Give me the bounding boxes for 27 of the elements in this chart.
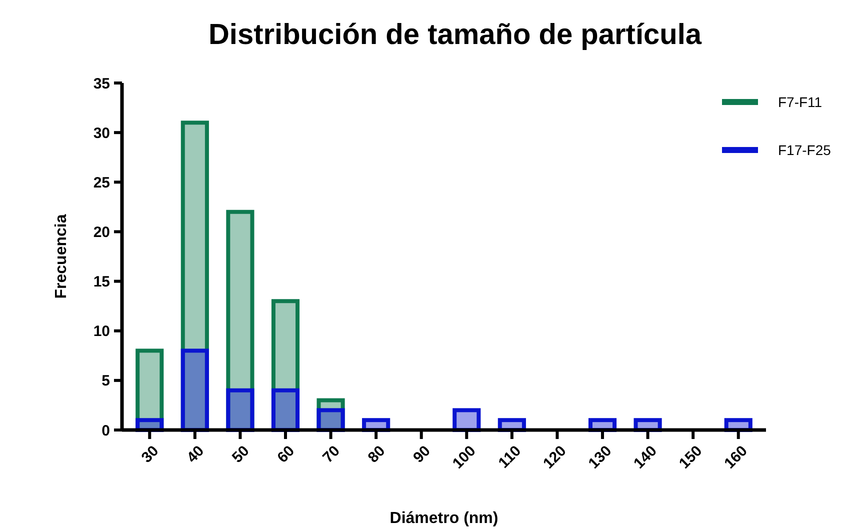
y-tick-label: 5 xyxy=(102,372,110,390)
y-tick-label: 30 xyxy=(93,124,110,142)
y-axis-title: Frecuencia xyxy=(53,214,70,299)
y-tick-label: 10 xyxy=(93,323,110,340)
x-tick-label: 160 xyxy=(721,442,751,472)
x-tick-label: 50 xyxy=(228,442,253,466)
x-tick-label: 100 xyxy=(449,442,480,472)
y-tick-label: 35 xyxy=(93,75,110,92)
y-tick-label: 25 xyxy=(93,174,110,192)
x-tick-label: 120 xyxy=(540,442,570,472)
x-tick-label: 140 xyxy=(630,442,660,472)
x-tick-label: 110 xyxy=(495,442,524,472)
legend-label: F17-F25 xyxy=(778,142,832,158)
y-tick-label: 0 xyxy=(102,422,110,440)
y-tick-label: 15 xyxy=(93,274,110,291)
x-tick-label: 60 xyxy=(274,442,298,466)
y-tick-label: 20 xyxy=(93,224,110,241)
x-tick-label: 90 xyxy=(410,442,434,466)
x-tick-label: 30 xyxy=(138,442,162,466)
x-tick-label: 150 xyxy=(676,442,706,472)
x-tick-label: 40 xyxy=(184,442,208,466)
x-tick-label: 70 xyxy=(320,442,344,466)
chart-title: Distribución de tamaño de partícula xyxy=(208,19,702,51)
x-tick-label: 80 xyxy=(364,442,389,466)
legend-label: F7-F11 xyxy=(778,94,822,110)
x-axis-title: Diámetro (nm) xyxy=(390,510,498,527)
x-tick-label: 130 xyxy=(585,442,616,472)
